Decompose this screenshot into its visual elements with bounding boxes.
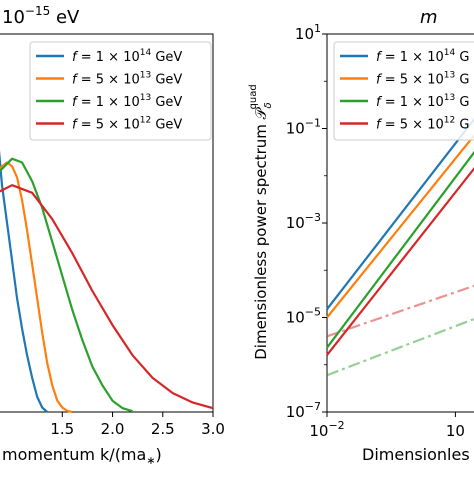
left-legend-label-2: f = 1 × 1013 GeV [72,93,182,110]
right-legend: f = 1 × 1014 G f = 5 × 1013 G f = 1 × 1013… [333,41,474,141]
right-series-line-0 [326,117,474,310]
right-y-axis-label: Dimensionless power spectrum 𝒫δquad [248,84,274,360]
left-legend-label-0: f = 1 × 1014 GeV [72,48,182,65]
left-legend-label-3: f = 5 × 1012 GeV [72,116,182,133]
right-legend-label-0: f = 1 × 1014 G [376,48,469,65]
right-y-tick-label: 10−1 [286,117,321,138]
right-x-axis-label: Dimensionles [362,445,470,464]
left-x-axis-label: momentum k/(ma∗) [2,445,162,467]
right-y-tick-label: 10−7 [286,400,321,421]
right-legend-label-2: f = 1 × 1013 G [376,93,469,110]
left-chart: 10−15 eV 1.5 2.0 2.5 3.0 momentum k/(ma∗) f… [0,4,225,467]
right-legend-label-3: f = 5 × 1012 G [376,116,469,133]
left-plot-area [0,33,214,414]
left-x-axis-ticks: 1.5 2.0 2.5 3.0 [50,412,225,438]
left-series-line-2 [0,157,133,413]
right-legend-box [333,41,474,141]
right-x-axis-ticks: 10−2 10 [309,412,465,440]
right-chart-title: m [420,7,438,28]
left-x-tick-label: 3.0 [201,420,225,438]
right-series-line-3 [326,166,474,356]
right-y-tick-label: 101 [295,22,321,43]
right-x-tick-label: 10−2 [309,419,344,440]
left-series-line-1 [0,161,73,414]
right-chart: m 101 10−1 10−3 10−5 10−7 10−2 10 Dimensionle… [248,7,474,464]
left-x-tick-label: 2.5 [151,420,175,438]
right-dashdot-line-0 [326,284,474,338]
right-x-tick-label: 10 [446,422,465,440]
right-legend-label-1: f = 5 × 1013 G [376,71,469,88]
right-dashdot-line-1 [326,317,474,377]
left-series-line-0 [0,149,48,413]
right-y-tick-label: 10−5 [286,306,321,327]
left-legend-box [29,41,212,141]
left-chart-title: 10−15 eV [2,4,80,28]
left-legend-label-1: f = 5 × 1013 GeV [72,71,182,88]
right-series-line-1 [326,133,474,319]
right-y-axis-ticks: 101 10−1 10−3 10−5 10−7 [286,22,327,421]
left-x-tick-label: 2.0 [101,420,125,438]
right-series-line-2 [326,150,474,349]
left-legend: f = 1 × 1014 GeV f = 5 × 1013 GeV f = 1 × … [29,41,212,141]
left-axes-frame [0,33,214,413]
left-x-tick-label: 1.5 [50,420,74,438]
left-series-line-3 [0,184,214,410]
right-y-tick-label: 10−3 [286,211,321,232]
